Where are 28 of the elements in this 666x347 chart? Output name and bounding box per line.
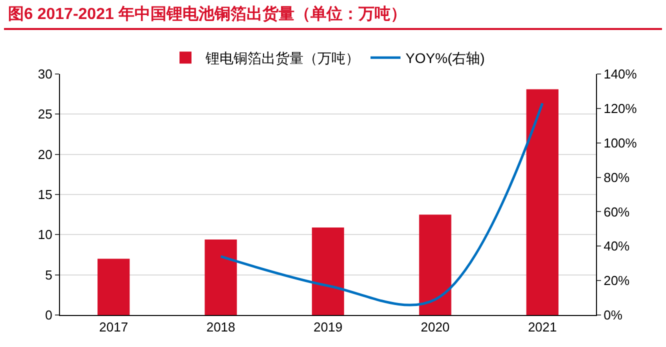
y2-tick-label: 0% — [604, 308, 623, 323]
y-tick-label: 10 — [38, 227, 52, 242]
x-tick-label: 2017 — [99, 320, 128, 335]
y-tick-label: 20 — [38, 146, 52, 162]
legend-label: 锂电铜箔出货量（万吨） — [204, 50, 360, 66]
y2-tick-label: 120% — [604, 100, 638, 116]
y-tick-label: 30 — [38, 66, 52, 82]
chart-title: 图6 2017-2021 年中国锂电池铜箔出货量（单位：万吨） — [4, 0, 662, 30]
y-tick-label: 15 — [38, 187, 52, 202]
bar — [98, 258, 130, 315]
y2-tick-label: 20% — [604, 273, 630, 288]
y-tick-label: 0 — [45, 308, 52, 323]
y-tick-label: 25 — [38, 106, 52, 122]
bar — [204, 239, 237, 315]
x-tick-label: 2020 — [420, 320, 450, 335]
x-tick-label: 2021 — [528, 320, 557, 335]
y-tick-label: 5 — [45, 267, 52, 282]
bar — [312, 227, 344, 315]
x-tick-label: 2019 — [314, 320, 342, 335]
y2-tick-label: 100% — [604, 135, 638, 150]
x-tick-label: 2018 — [206, 320, 236, 335]
legend-label: YOY%(右轴) — [406, 50, 485, 66]
bar — [419, 214, 452, 315]
y2-tick-label: 40% — [604, 238, 630, 254]
bar — [526, 89, 558, 315]
y2-tick-label: 140% — [604, 66, 638, 82]
y2-tick-label: 60% — [604, 204, 630, 220]
y2-tick-label: 80% — [604, 170, 630, 185]
